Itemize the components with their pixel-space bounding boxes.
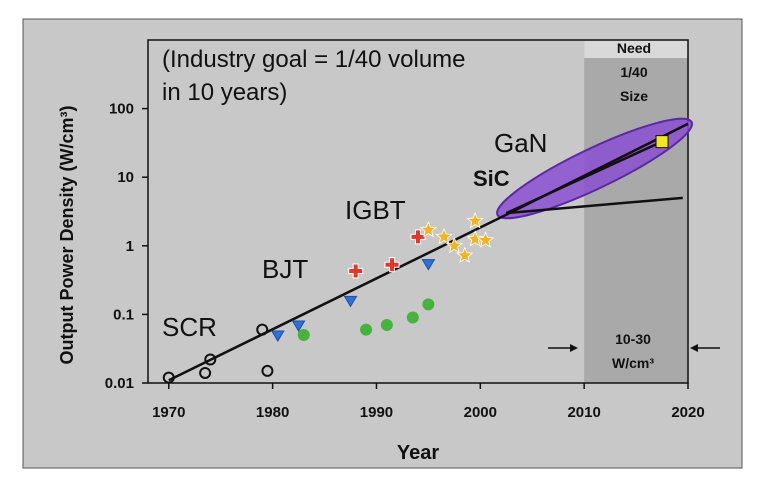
need-annotation-line1: Need bbox=[617, 40, 651, 56]
goal-annotation-line1: (Industry goal = 1/40 volume bbox=[162, 46, 466, 73]
y-tick-label: 0.1 bbox=[113, 306, 134, 323]
y-tick-label: 10 bbox=[117, 169, 134, 186]
series-label-gan: GaN bbox=[494, 128, 547, 158]
data-point bbox=[270, 330, 285, 343]
shaded-target-region bbox=[584, 40, 688, 383]
data-point bbox=[297, 329, 310, 342]
need-annotation-line3: Size bbox=[620, 88, 648, 104]
data-point bbox=[466, 230, 484, 247]
data-point bbox=[204, 353, 217, 366]
trend-line bbox=[505, 140, 663, 215]
data-point bbox=[421, 259, 436, 271]
data-point bbox=[410, 229, 426, 245]
x-tick-label: 2000 bbox=[464, 404, 497, 421]
data-point bbox=[406, 311, 419, 324]
goal-annotation-line2: in 10 years) bbox=[162, 79, 287, 106]
data-point bbox=[422, 298, 435, 311]
y-axis-title: Output Power Density (W/cm³) bbox=[57, 105, 77, 364]
y-tick-label: 0.01 bbox=[105, 375, 134, 392]
shaded-region-header bbox=[584, 40, 688, 58]
x-tick-label: 2010 bbox=[567, 404, 600, 421]
data-point bbox=[360, 323, 373, 336]
x-tick-label: 1980 bbox=[256, 404, 289, 421]
gan-ellipse bbox=[496, 117, 693, 220]
data-point bbox=[162, 371, 175, 384]
x-axis-title: Year bbox=[397, 442, 439, 464]
data-point bbox=[199, 366, 212, 379]
data-point bbox=[261, 364, 274, 377]
trend-line bbox=[168, 122, 689, 382]
data-point bbox=[343, 295, 358, 308]
series-label-bjt: BJT bbox=[262, 254, 308, 284]
data-point bbox=[291, 320, 306, 332]
data-point bbox=[380, 319, 393, 332]
x-tick-label: 1990 bbox=[360, 404, 393, 421]
series-label-scr: SCR bbox=[162, 312, 217, 342]
data-point bbox=[435, 227, 453, 245]
data-point bbox=[476, 231, 495, 248]
y-tick-label: 100 bbox=[109, 101, 134, 118]
arrow-right-head bbox=[690, 344, 698, 352]
data-point bbox=[445, 236, 464, 254]
target-annotation-line1: 10-30 bbox=[615, 331, 651, 347]
x-tick-label: 1970 bbox=[152, 404, 185, 421]
series-label-igbt: IGBT bbox=[345, 195, 406, 225]
data-point bbox=[466, 211, 484, 229]
data-point bbox=[655, 135, 669, 149]
plot-area-border bbox=[147, 39, 689, 384]
data-point bbox=[419, 220, 438, 238]
data-point bbox=[456, 246, 474, 263]
arrow-left-head bbox=[570, 344, 578, 352]
data-point bbox=[348, 263, 364, 279]
data-point bbox=[384, 257, 400, 273]
need-annotation-line2: 1/40 bbox=[620, 64, 647, 80]
target-annotation-line2: W/cm³ bbox=[612, 355, 654, 371]
trend-line bbox=[506, 196, 683, 215]
data-point bbox=[256, 323, 269, 336]
x-tick-label: 2020 bbox=[671, 404, 704, 421]
y-tick-label: 1 bbox=[126, 238, 134, 255]
series-label-sic: SiC bbox=[473, 166, 510, 191]
